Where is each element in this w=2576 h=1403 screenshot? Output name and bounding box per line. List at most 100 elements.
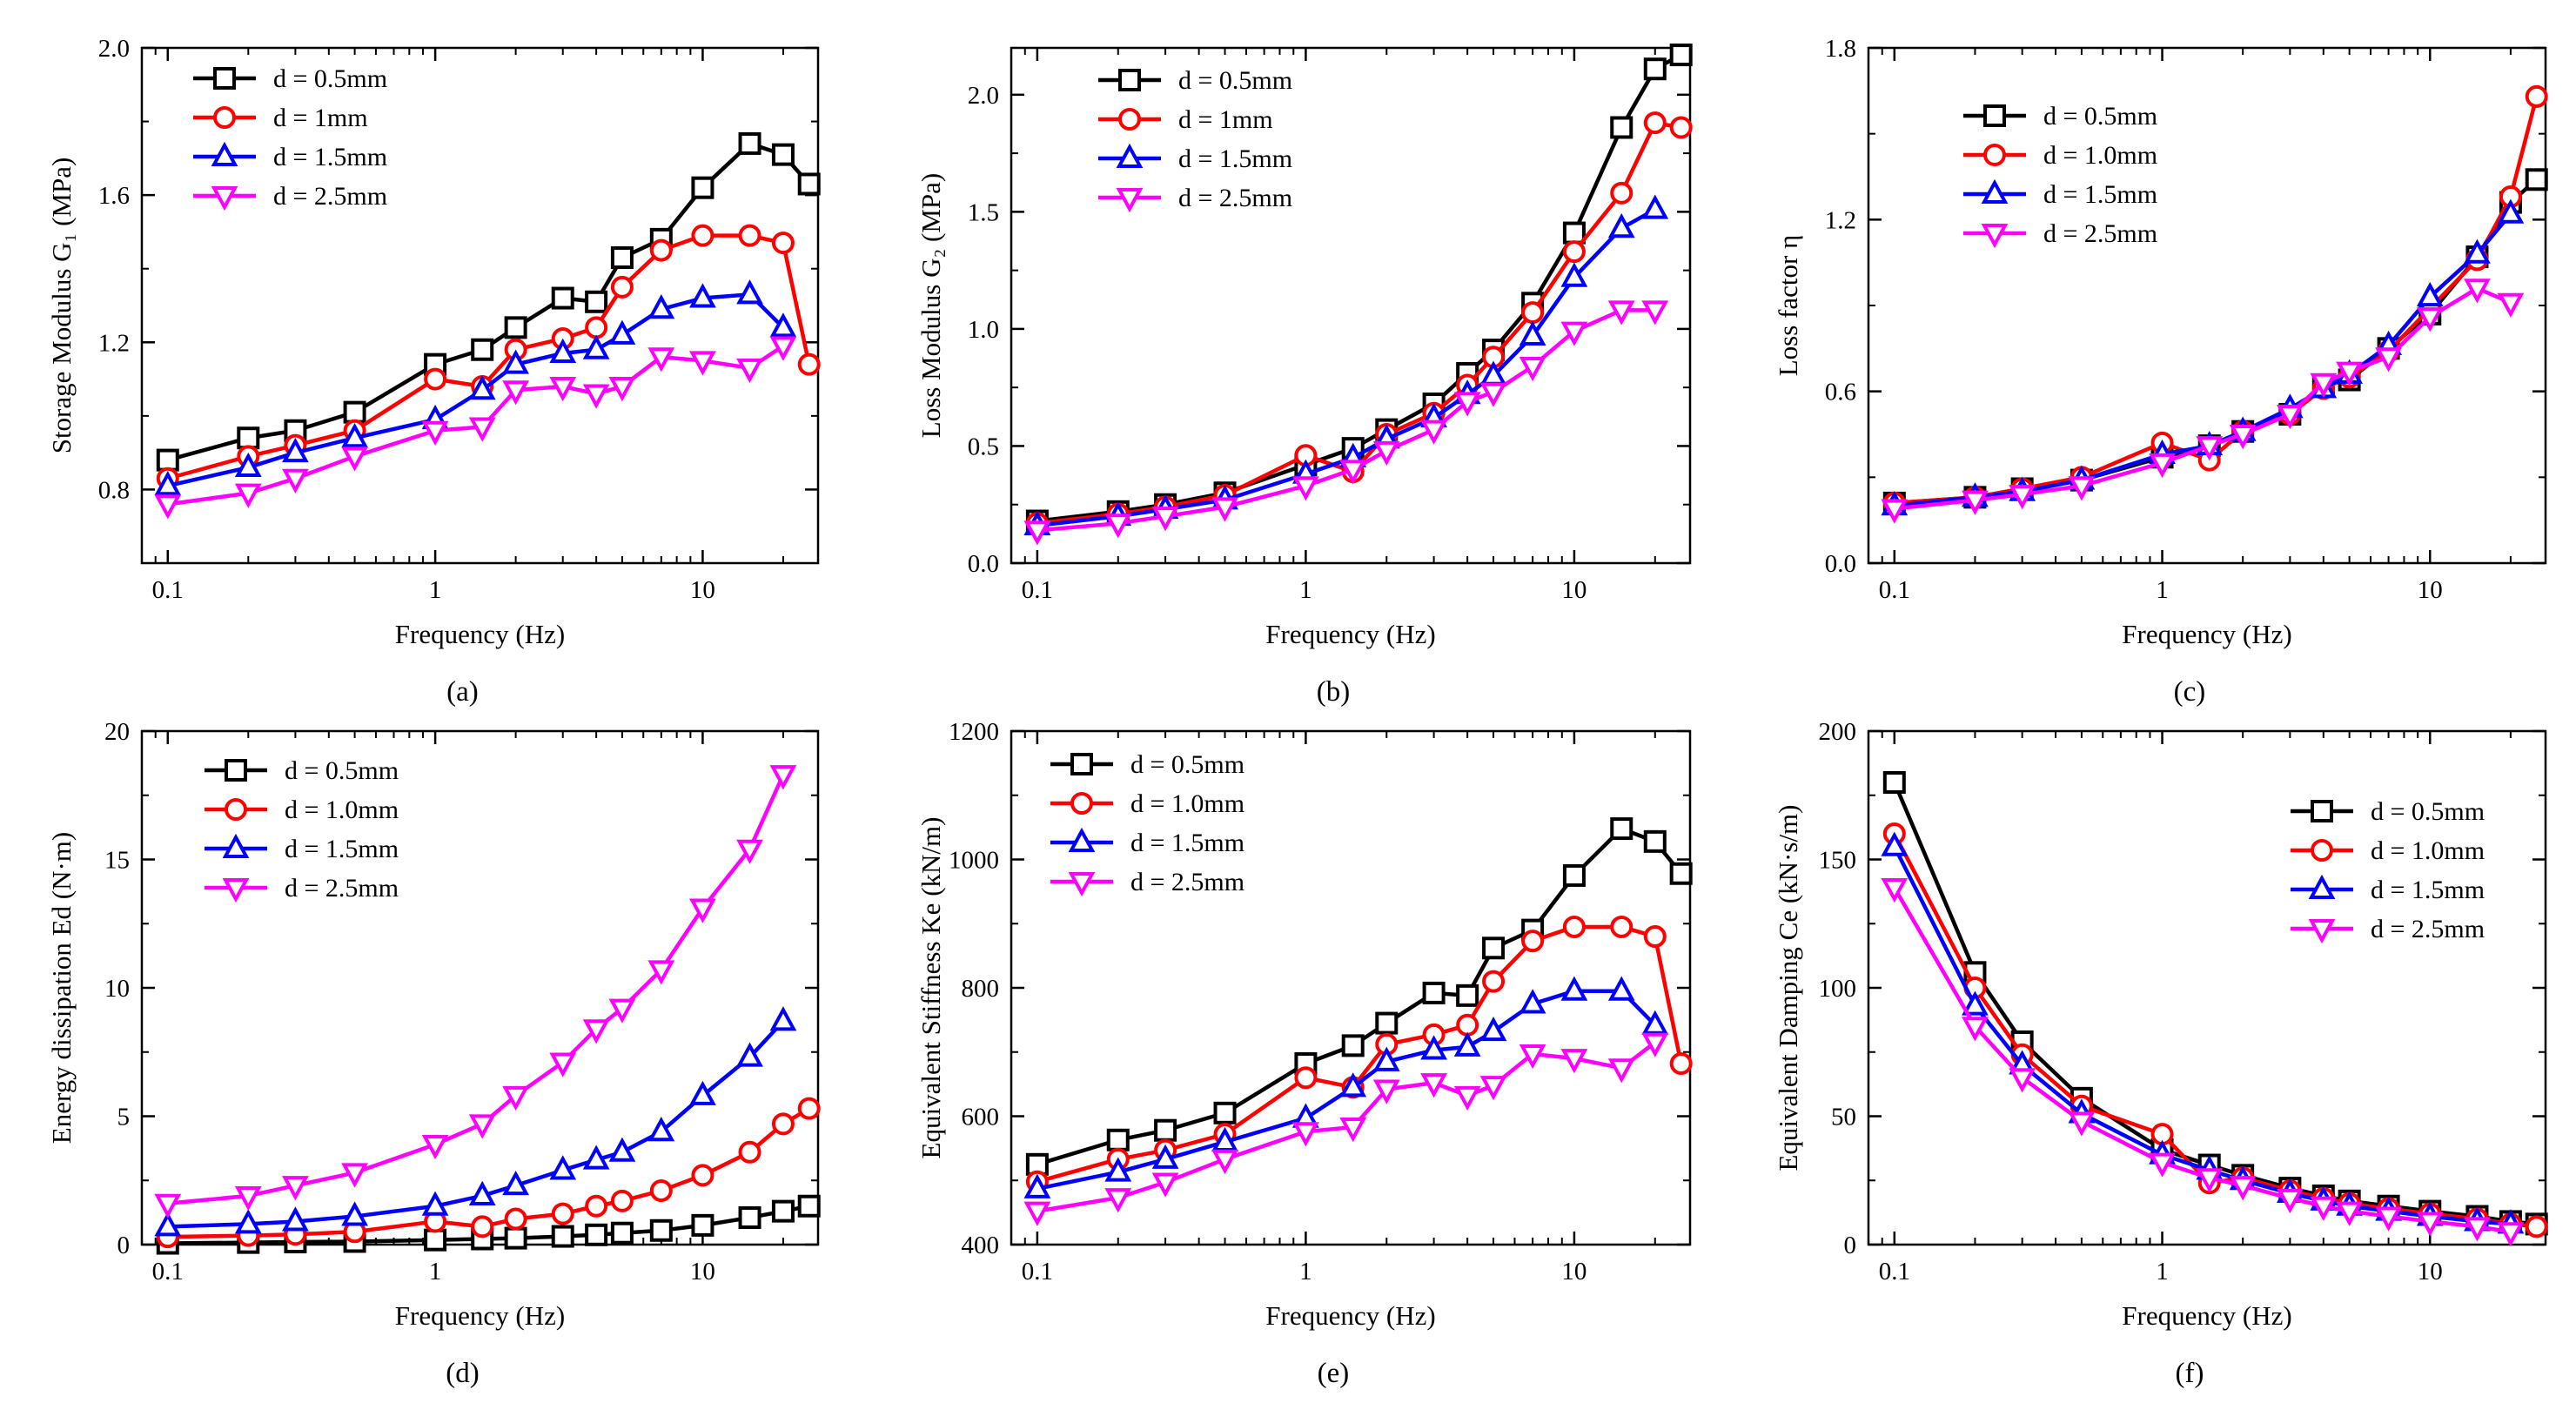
data-point — [1519, 989, 1546, 1014]
data-point — [649, 1218, 673, 1242]
legend-entry: d = 1.5mm — [273, 143, 387, 171]
data-point — [1151, 1144, 1179, 1169]
data-point — [1294, 1066, 1318, 1090]
y-tick-label: 15 — [104, 847, 130, 875]
data-point — [608, 319, 636, 345]
data-point — [2336, 1201, 2363, 1226]
data-point — [1023, 1173, 1051, 1198]
data-point — [1482, 936, 1506, 960]
data-point — [689, 283, 716, 308]
data-point — [504, 316, 527, 339]
chart-panel-b: 0.1 1 10 0.0 0.5 1.0 1.5 2.0 Frequency (Hz) Loss … — [916, 44, 1693, 708]
data-point — [736, 839, 763, 864]
data-point — [1375, 1011, 1399, 1035]
legend-marker — [2308, 919, 2336, 944]
y-tick-label: 1200 — [949, 718, 999, 746]
data-point — [1560, 321, 1588, 346]
x-tick-label: 1 — [2156, 576, 2169, 604]
data-point — [468, 375, 496, 400]
legend-marker — [1118, 69, 1141, 91]
data-point — [1519, 320, 1546, 346]
data-point — [234, 1209, 262, 1234]
y-tick-label: 800 — [962, 975, 1000, 1003]
legend-marker — [1070, 753, 1093, 775]
x-tick-label: 0.1 — [152, 576, 184, 604]
data-point — [2497, 292, 2525, 318]
data-point — [1211, 497, 1238, 522]
legend-entry: d = 2.5mm — [1178, 184, 1292, 212]
x-tick-label: 10 — [1561, 576, 1587, 604]
data-point — [1610, 116, 1633, 139]
chart-panel-d: 0.1 1 10 0 5 10 15 20 Frequency (Hz) Energy dissi… — [46, 718, 821, 1389]
data-point — [647, 960, 675, 985]
data-point — [502, 380, 529, 406]
data-point — [1643, 925, 1667, 948]
y-tick-label: 200 — [1819, 718, 1857, 746]
legend-marker — [2308, 874, 2336, 899]
data-point — [738, 1140, 761, 1164]
legend-marker — [2311, 800, 2333, 822]
data-point — [585, 290, 608, 313]
data-point — [1453, 1031, 1481, 1057]
legend-entry: d = 1.0mm — [2043, 141, 2157, 170]
legend-entry: d = 1.5mm — [1130, 829, 1244, 857]
legend-marker — [1118, 108, 1141, 131]
data-point — [1456, 983, 1479, 1007]
data-point — [282, 1176, 309, 1201]
data-point — [2149, 453, 2176, 479]
chart-panel-e: 0.1 1 10 400 600 800 1000 1200 Frequency (Hz) Equ… — [916, 718, 1693, 1389]
data-point — [1104, 1157, 1132, 1182]
data-point — [610, 1221, 634, 1245]
data-point — [1641, 194, 1669, 219]
data-point — [282, 437, 309, 463]
data-point — [769, 336, 797, 361]
y-tick-label: 0.0 — [968, 550, 999, 578]
data-point — [647, 1117, 675, 1142]
data-point — [608, 998, 636, 1024]
data-point — [689, 898, 716, 923]
data-point — [738, 131, 761, 155]
x-tick-label: 1 — [429, 576, 442, 604]
legend-marker — [1981, 224, 2009, 249]
y-tick-label: 1.8 — [1825, 35, 1856, 63]
data-point — [2464, 238, 2491, 264]
y-tick-label: 1.6 — [98, 182, 130, 210]
data-point — [502, 349, 529, 374]
data-point — [691, 1164, 714, 1187]
legend-entry: d = 2.5mm — [2043, 219, 2157, 248]
x-tick-label: 0.1 — [1022, 576, 1053, 604]
data-point — [551, 1202, 574, 1225]
data-point — [1610, 181, 1633, 205]
data-point — [234, 1185, 262, 1212]
data-point — [1420, 1035, 1447, 1060]
legend-entry: d = 1.5mm — [2043, 180, 2157, 209]
data-point — [1519, 1044, 1546, 1070]
legend-marker — [225, 759, 247, 782]
data-point — [237, 426, 260, 450]
x-axis-label: Frequency (Hz) — [1265, 619, 1435, 649]
data-point — [468, 1114, 496, 1139]
data-point — [582, 334, 610, 359]
data-point — [769, 1006, 797, 1031]
data-point — [689, 1080, 716, 1105]
y-tick-label: 2.0 — [968, 82, 999, 110]
data-point — [582, 384, 610, 409]
data-point — [610, 275, 634, 299]
data-point — [649, 1179, 673, 1203]
y-tick-label: 50 — [1831, 1104, 1856, 1131]
data-point — [1962, 490, 1989, 515]
legend-entry: d = 0.5mm — [273, 64, 387, 93]
data-point — [1104, 514, 1132, 539]
data-point — [1420, 420, 1447, 445]
data-point — [771, 1199, 795, 1223]
y-tick-label: 0 — [117, 1232, 131, 1259]
legend-entry: d = 0.5mm — [1178, 66, 1292, 95]
data-point — [585, 316, 608, 339]
data-point — [797, 352, 821, 376]
data-point — [549, 377, 577, 402]
x-tick-label: 10 — [1561, 1258, 1587, 1286]
data-point — [341, 423, 368, 448]
data-point — [2497, 1222, 2525, 1247]
data-point — [2276, 404, 2304, 430]
data-point — [549, 1155, 577, 1180]
